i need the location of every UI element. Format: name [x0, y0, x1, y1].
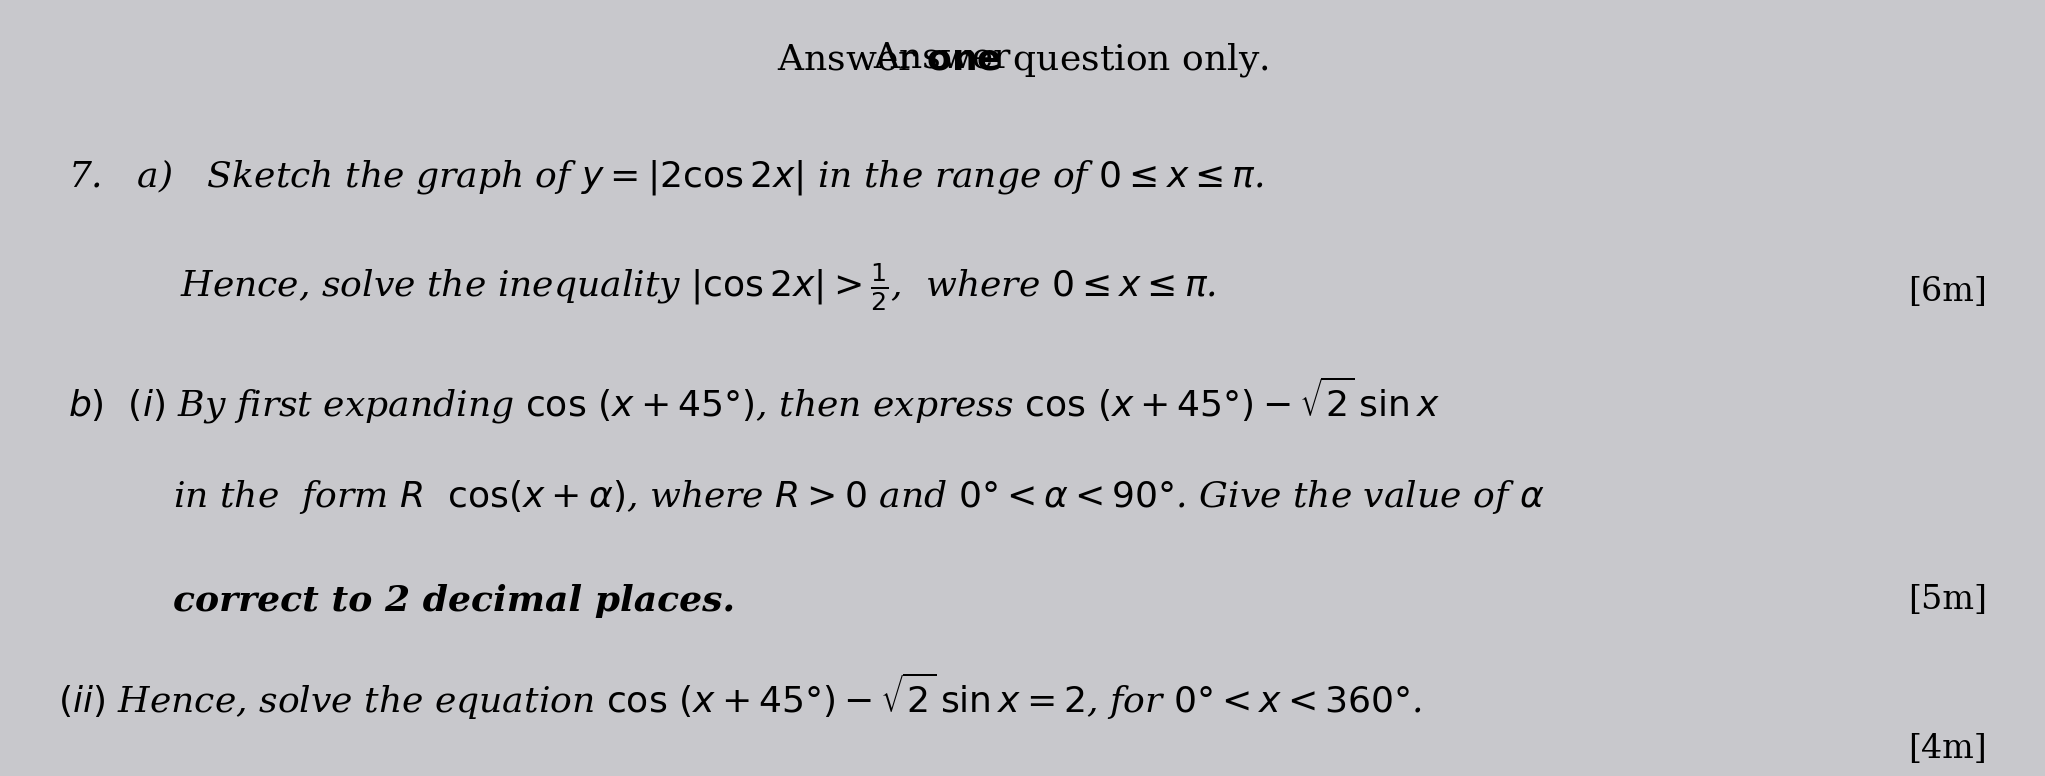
Text: $b)$  $(i)$ By first expanding $\cos\,(x + 45°)$, then express $\cos\,(x + 45°) : $b)$ $(i)$ By first expanding $\cos\,(x …: [67, 375, 1440, 426]
Text: Answer $\bf{one}$ question only.: Answer $\bf{one}$ question only.: [777, 40, 1268, 78]
Text: [5m]: [5m]: [1908, 584, 1988, 616]
Text: Answer: Answer: [873, 40, 1022, 74]
Text: [6m]: [6m]: [1908, 276, 1988, 308]
Text: in the  form $R$  $\cos(x + \alpha)$, where $R > 0$ and $0° < \alpha < 90°$. Giv: in the form $R$ $\cos(x + \alpha)$, wher…: [174, 478, 1546, 516]
Text: correct to 2 decimal places.: correct to 2 decimal places.: [174, 584, 736, 618]
Text: 7.   a)   Sketch the graph of $y = |2\cos 2x|$ in the range of $0 \leq x \leq \p: 7. a) Sketch the graph of $y = |2\cos 2x…: [67, 157, 1264, 196]
Text: Hence, solve the inequality $|\cos 2x| > \frac{1}{2}$,  where $0 \leq x \leq \pi: Hence, solve the inequality $|\cos 2x| >…: [180, 262, 1217, 313]
Text: [4m]: [4m]: [1908, 733, 1988, 764]
Text: $(ii)$ Hence, solve the equation $\cos\,(x + 45°) - \sqrt{2}\,\sin x = 2$, for $: $(ii)$ Hence, solve the equation $\cos\,…: [57, 671, 1421, 722]
